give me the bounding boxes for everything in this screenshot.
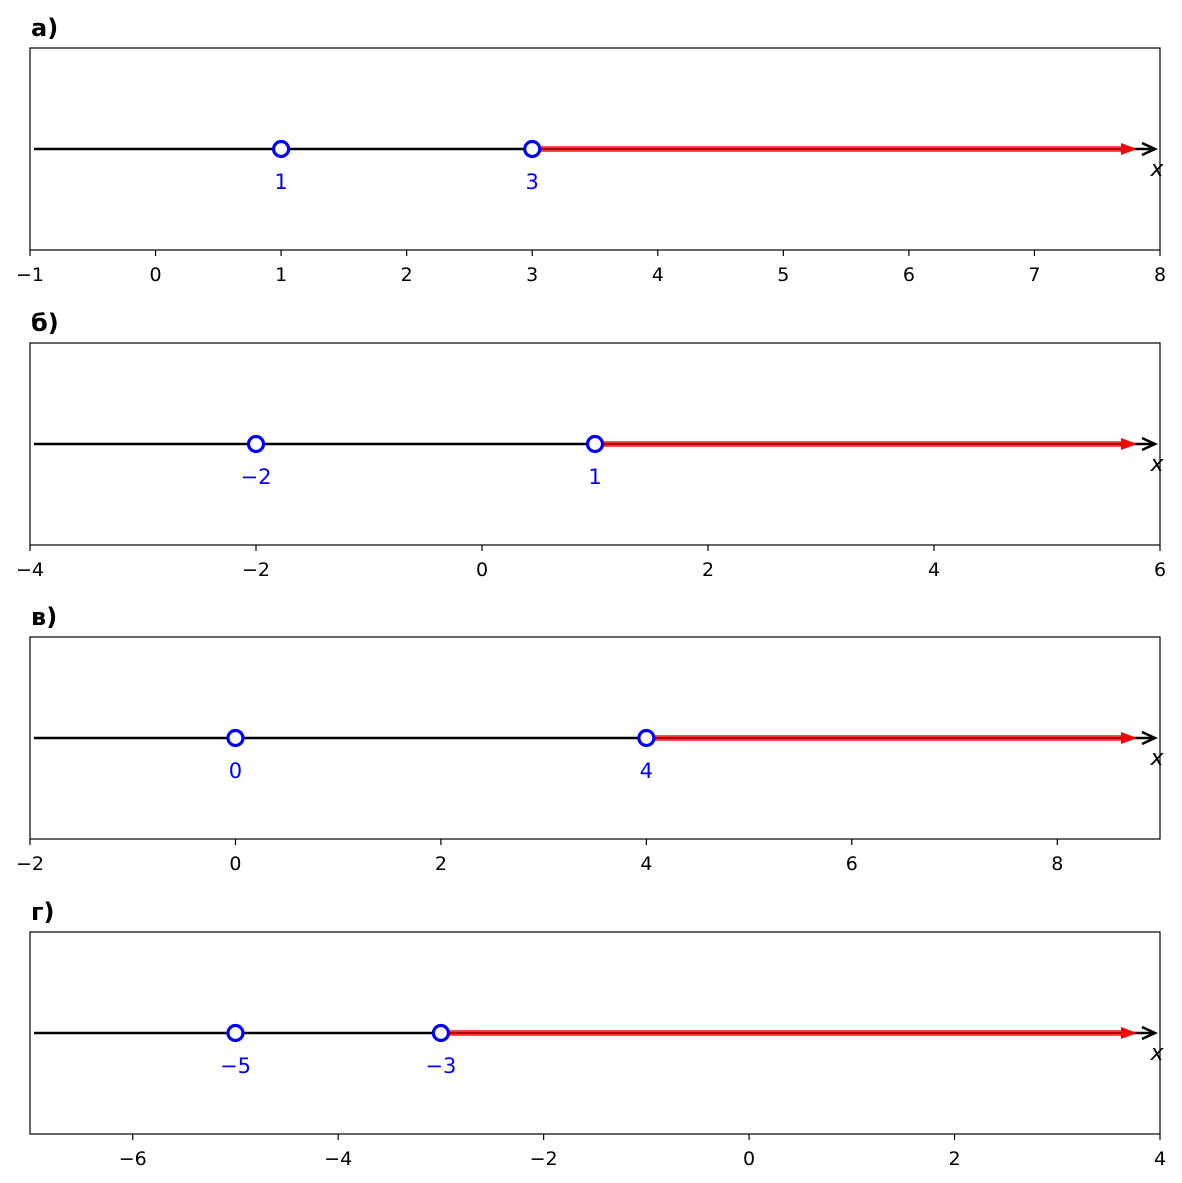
open-point-label: −5 (220, 1054, 251, 1078)
number-line-arrow (1141, 141, 1158, 157)
solution-ray-arrow (1121, 1027, 1137, 1039)
x-tick-label: 0 (743, 1148, 755, 1170)
x-tick-label: 6 (846, 853, 858, 875)
x-tick-label: 4 (640, 853, 652, 875)
x-tick-label: 1 (275, 264, 287, 286)
x-tick-label: 2 (435, 853, 447, 875)
open-point (431, 1023, 451, 1043)
x-tick-label: 2 (401, 264, 413, 286)
x-tick-label: 2 (948, 1148, 960, 1170)
x-tick-label: −4 (16, 559, 44, 581)
open-point (226, 1023, 245, 1043)
open-point-label: 4 (640, 759, 653, 783)
open-point-label: 1 (274, 170, 287, 194)
x-tick-label: 5 (777, 264, 789, 286)
x-tick-label: 0 (150, 264, 162, 286)
panel-label: а) (31, 14, 58, 42)
x-tick-label: 4 (1154, 1148, 1166, 1170)
x-tick-label: 0 (476, 559, 488, 581)
open-point-label: 1 (588, 465, 601, 489)
x-tick-label: 4 (652, 264, 664, 286)
open-point-label: 3 (526, 170, 539, 194)
number-line-arrow (1141, 436, 1158, 452)
plot-frame (29, 636, 1161, 840)
open-point (637, 728, 656, 748)
open-point-label: −2 (241, 465, 272, 489)
x-tick-label: 6 (1154, 559, 1166, 581)
panel-label: б) (31, 309, 59, 337)
plot-frame (29, 342, 1161, 546)
solution-ray-arrow (1121, 438, 1137, 450)
open-point (585, 434, 605, 454)
axis-variable-label: x (1149, 157, 1164, 182)
x-tick-label: 2 (702, 559, 714, 581)
x-tick-label: −2 (242, 559, 270, 581)
panel-4: г) −6 −4 −2 0 2 4 x −5 −3 (29, 898, 1166, 1170)
x-tick-label: −4 (324, 1148, 352, 1170)
x-tick-label: 4 (928, 559, 940, 581)
panel-2: б) −4 −2 0 2 4 6 x −2 1 (16, 309, 1166, 581)
x-tick-label: 3 (526, 264, 538, 286)
panel-label: г) (31, 898, 55, 926)
open-point-label: 0 (229, 759, 242, 783)
open-point (272, 139, 291, 159)
x-tick-label: −6 (119, 1148, 147, 1170)
open-point-label: −3 (425, 1054, 456, 1078)
plot-frame (29, 47, 1161, 251)
axis-variable-label: x (1149, 746, 1164, 771)
number-line-arrow (1141, 1025, 1158, 1041)
x-tick-label: 7 (1028, 264, 1040, 286)
x-tick-label: 8 (1154, 264, 1166, 286)
solution-ray-arrow (1121, 143, 1137, 155)
open-point (226, 728, 245, 748)
panel-label: в) (31, 603, 57, 631)
open-point (246, 434, 266, 454)
solution-ray-arrow (1121, 732, 1137, 744)
x-tick-label: −1 (16, 264, 44, 286)
open-point (523, 139, 542, 159)
plot-frame (29, 931, 1161, 1135)
x-tick-label: 0 (229, 853, 241, 875)
axis-variable-label: x (1149, 1041, 1164, 1066)
number-line-arrow (1141, 730, 1158, 746)
axis-variable-label: x (1149, 452, 1164, 477)
x-tick-label: 6 (903, 264, 915, 286)
x-tick-label: −2 (16, 853, 44, 875)
x-tick-label: 8 (1051, 853, 1063, 875)
panel-3: в) −2 0 2 4 6 8 x 0 4 (16, 603, 1164, 875)
panel-1: а) −1 0 1 2 3 4 5 6 7 8 x 1 3 (16, 14, 1166, 286)
x-tick-label: −2 (530, 1148, 558, 1170)
